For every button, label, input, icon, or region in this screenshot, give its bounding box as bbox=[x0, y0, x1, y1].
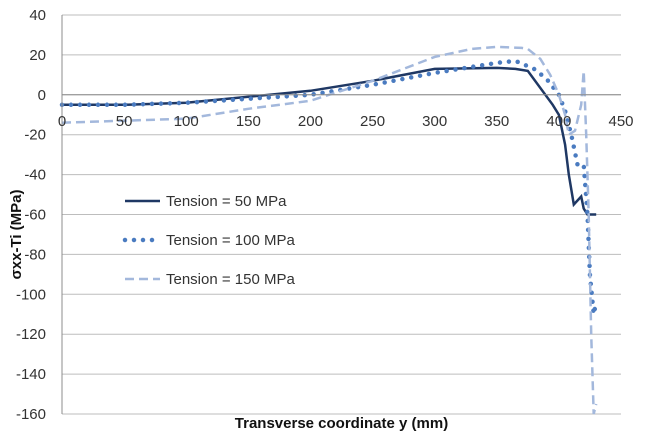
x-tick-label: 300 bbox=[422, 113, 447, 130]
x-tick-label: 100 bbox=[174, 113, 199, 130]
y-tick-labels: 40 20 0 -20 -40 -60 -80 -100 -120 -140 -160 bbox=[16, 7, 46, 423]
plot-series bbox=[59, 45, 599, 415]
x-tick-label: 400 bbox=[546, 113, 571, 130]
x-tick-label: 250 bbox=[360, 113, 385, 130]
y-tick-label: -120 bbox=[16, 326, 46, 343]
x-tick-labels: 0 50 100 150 200 250 300 350 400 450 bbox=[58, 113, 634, 130]
x-tick-label: 50 bbox=[116, 113, 133, 130]
legend-label: Tension = 100 MPa bbox=[166, 232, 295, 249]
series-line bbox=[59, 58, 599, 315]
y-tick-label: -100 bbox=[16, 286, 46, 303]
x-tick-label: 350 bbox=[484, 113, 509, 130]
y-tick-label: -60 bbox=[24, 207, 46, 224]
y-tick-label: -20 bbox=[24, 127, 46, 144]
legend-label: Tension = 50 MPa bbox=[166, 193, 287, 210]
x-axis-title: Transverse coordinate y (mm) bbox=[235, 415, 448, 432]
x-tick-label: 0 bbox=[58, 113, 66, 130]
y-tick-label: 0 bbox=[38, 87, 46, 104]
axes bbox=[61, 15, 621, 414]
y-tick-label: -80 bbox=[24, 246, 46, 263]
y-tick-label: -40 bbox=[24, 167, 46, 184]
legend-label: Tension = 150 MPa bbox=[166, 271, 295, 288]
y-tick-label: 20 bbox=[29, 47, 46, 64]
y-tick-label: 40 bbox=[29, 7, 46, 24]
x-tick-label: 450 bbox=[608, 113, 633, 130]
x-tick-label: 200 bbox=[298, 113, 323, 130]
series-line bbox=[61, 45, 598, 415]
legend: Tension = 50 MPa Tension = 100 MPa Tension… bbox=[122, 193, 295, 288]
x-tick-label: 150 bbox=[236, 113, 261, 130]
series-line bbox=[62, 66, 597, 216]
y-tick-label: -160 bbox=[16, 406, 46, 423]
y-tick-label: -140 bbox=[16, 366, 46, 383]
gridlines bbox=[62, 14, 621, 415]
y-axis-title: σxx-Ti (MPa) bbox=[8, 189, 25, 279]
